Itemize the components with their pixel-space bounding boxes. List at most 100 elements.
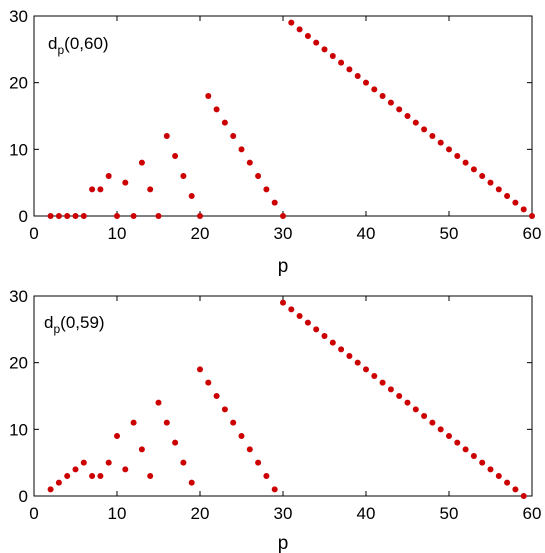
data-point	[138, 446, 145, 453]
data-point	[363, 366, 369, 373]
data-point	[130, 213, 137, 219]
data-point	[387, 99, 394, 106]
data-point	[163, 419, 170, 426]
data-point	[105, 459, 112, 466]
data-point	[238, 146, 245, 153]
y-tick-label: 30	[9, 287, 28, 306]
data-point	[338, 346, 345, 353]
data-point	[479, 173, 486, 179]
x-tick-label: 20	[191, 504, 210, 523]
data-point	[387, 386, 394, 393]
data-point	[487, 466, 494, 473]
data-point	[462, 446, 469, 453]
panel-top: 0 10 20 30 0 10 20 30 40 50 60 dp(0,60) p	[9, 7, 541, 277]
y-ticks: 0 10 20 30	[9, 7, 532, 226]
x-tick-label: 10	[108, 224, 127, 243]
data-point	[304, 33, 311, 39]
data-point	[329, 339, 336, 346]
data-point	[72, 213, 79, 219]
x-tick-label: 40	[357, 224, 376, 243]
data-point	[495, 186, 502, 193]
data-point	[188, 193, 195, 199]
data-point	[122, 466, 129, 473]
data-point	[404, 399, 411, 406]
data-point	[529, 213, 535, 219]
data-point	[354, 73, 361, 79]
data-point	[47, 213, 54, 219]
x-ticks: 0 10 20 30 40 50 60	[29, 296, 541, 523]
series-annotation: dp(0,59)	[44, 313, 105, 336]
data-point	[97, 186, 104, 193]
data-point	[172, 439, 179, 446]
data-point	[114, 433, 120, 439]
x-axis-label: p	[278, 256, 289, 277]
data-point	[379, 379, 386, 386]
data-point	[512, 199, 519, 206]
data-point	[155, 213, 162, 219]
data-point	[437, 139, 444, 146]
data-point	[147, 473, 154, 479]
data-point	[263, 473, 270, 479]
plot-frame	[33, 295, 533, 497]
x-tick-label: 0	[29, 504, 38, 523]
data-point	[296, 26, 303, 33]
data-point	[246, 446, 253, 453]
x-tick-label: 60	[523, 504, 542, 523]
data-point	[371, 373, 378, 379]
data-point	[288, 19, 295, 26]
data-point	[89, 473, 96, 479]
data-point	[520, 493, 527, 499]
data-point	[346, 353, 353, 359]
data-point	[429, 133, 436, 139]
y-tick-label: 0	[19, 487, 28, 506]
data-point	[280, 299, 286, 306]
data-point	[205, 93, 212, 99]
data-point	[454, 153, 461, 159]
x-tick-label: 30	[274, 224, 293, 243]
data-point	[105, 173, 112, 179]
data-point	[238, 433, 245, 439]
data-point	[304, 319, 311, 326]
data-points	[47, 19, 535, 219]
data-point	[97, 473, 104, 479]
data-point	[80, 213, 87, 219]
data-point	[255, 459, 262, 466]
data-point	[321, 46, 328, 53]
data-point	[346, 66, 353, 73]
data-point	[188, 479, 195, 486]
data-point	[271, 199, 278, 206]
data-point	[495, 473, 502, 479]
data-point	[180, 459, 187, 466]
data-point	[421, 126, 428, 133]
data-points	[47, 299, 527, 499]
data-point	[296, 313, 303, 319]
panel-bottom: 0 10 20 30 0 10 20 30 40 50 60 dp(0,59) p	[9, 287, 541, 553]
data-point	[122, 179, 129, 186]
data-point	[363, 79, 369, 86]
data-point	[138, 159, 145, 166]
data-point	[421, 413, 428, 419]
data-point	[89, 186, 96, 193]
data-point	[354, 359, 361, 366]
data-point	[379, 93, 386, 99]
y-tick-label: 10	[9, 140, 28, 159]
data-point	[446, 146, 452, 153]
data-point	[230, 133, 237, 139]
x-tick-label: 50	[440, 504, 459, 523]
data-point	[172, 153, 179, 159]
data-point	[197, 366, 203, 373]
data-point	[80, 459, 87, 466]
data-point	[512, 486, 519, 493]
x-axis-label: p	[278, 533, 289, 553]
data-point	[114, 213, 120, 219]
data-point	[437, 426, 444, 433]
data-point	[246, 159, 253, 166]
x-tick-label: 50	[440, 224, 459, 243]
x-tick-label: 10	[108, 504, 127, 523]
x-tick-label: 20	[191, 224, 210, 243]
x-tick-label: 40	[357, 504, 376, 523]
series-annotation: dp(0,60)	[48, 34, 109, 57]
x-tick-label: 60	[523, 224, 542, 243]
data-point	[329, 53, 336, 59]
